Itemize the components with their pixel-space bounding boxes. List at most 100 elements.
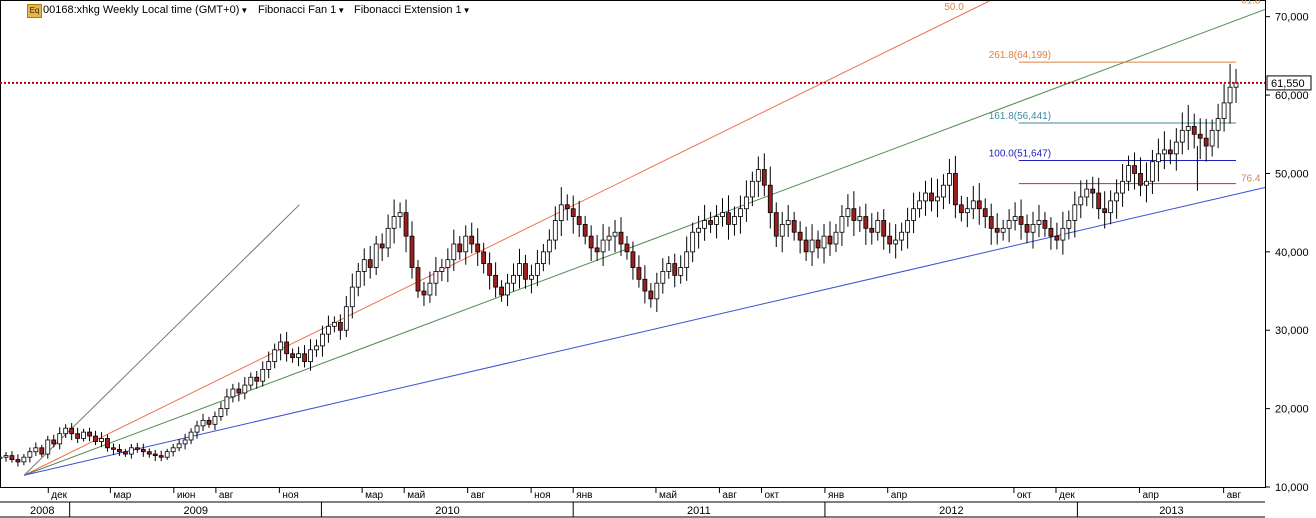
candle-body	[367, 259, 373, 268]
last-price-label: 61,550	[1271, 78, 1305, 90]
x-month-label: дек	[1059, 490, 1075, 501]
candle-body	[164, 451, 170, 458]
candle-body	[1197, 133, 1203, 139]
candle-body	[302, 353, 307, 362]
candle-body	[767, 184, 773, 214]
y-tick-label: 30,000	[1275, 325, 1309, 337]
candle-body	[87, 431, 92, 437]
candle-body	[1090, 188, 1096, 194]
candle-body	[654, 282, 660, 300]
candle-body	[170, 447, 176, 453]
x-month-label: янв	[576, 490, 592, 501]
candle-body	[1048, 227, 1054, 237]
candle-body	[863, 216, 869, 229]
candle-body	[857, 216, 863, 221]
x-month-label: июн	[177, 490, 196, 501]
candle-body	[1024, 224, 1030, 233]
candle-body	[188, 431, 194, 441]
app-logo-icon: Eq	[27, 4, 42, 18]
candle-body	[3, 455, 9, 458]
x-month-label: авг	[722, 490, 737, 501]
candle-body	[1066, 220, 1072, 229]
candle-body	[57, 433, 63, 445]
candle-body	[463, 235, 469, 253]
candle-body	[1209, 129, 1215, 147]
candle-body	[379, 243, 385, 249]
candle-body	[1012, 216, 1018, 221]
chevron-down-icon: ▼	[462, 6, 471, 15]
candle-body	[732, 216, 737, 225]
candle-body	[469, 235, 475, 245]
candle-body	[1150, 161, 1155, 182]
candle-body	[666, 263, 672, 272]
candle-body	[941, 184, 946, 198]
candle-body	[290, 353, 295, 359]
study-fib-fan[interactable]: Fibonacci Fan 1▼	[258, 2, 345, 18]
y-tick-label: 10,000	[1275, 482, 1309, 494]
candle-body	[588, 235, 594, 249]
candle-body	[558, 204, 564, 221]
candle-body	[236, 388, 242, 394]
candle-body	[600, 239, 606, 253]
study-fib-fan-text: Fibonacci Fan 1	[258, 4, 337, 16]
candle-body	[779, 224, 785, 237]
candle-body	[911, 208, 916, 221]
candle-body	[1084, 188, 1090, 198]
y-tick-label: 70,000	[1275, 12, 1309, 24]
fan-label: 61.8	[1241, 0, 1261, 6]
candle-body	[899, 231, 905, 241]
candle-body	[51, 439, 57, 445]
x-month-label: окт	[1017, 490, 1032, 501]
candle-body	[122, 451, 128, 455]
candle-body	[875, 220, 881, 233]
candle-body	[218, 408, 224, 417]
candle-body	[511, 274, 516, 284]
candle-body	[134, 447, 140, 450]
candle-body	[409, 235, 415, 268]
candle-body	[1215, 118, 1221, 131]
candle-body	[1179, 129, 1185, 143]
candle-body	[738, 208, 743, 217]
candle-body	[320, 333, 325, 347]
study-fib-extension[interactable]: Fibonacci Extension 1▼	[354, 2, 471, 18]
candle-body	[439, 267, 445, 272]
x-month-label: янв	[828, 490, 844, 501]
candle-body	[176, 443, 182, 449]
candle-body	[212, 416, 218, 425]
candle-body	[535, 263, 540, 276]
candle-body	[105, 437, 110, 449]
candle-body	[684, 251, 690, 268]
candle-body	[493, 274, 499, 288]
candle-body	[1114, 192, 1120, 202]
x-month-label: окт	[764, 490, 779, 501]
candle-body	[1132, 165, 1137, 174]
candle-body	[403, 212, 409, 237]
candle-body	[821, 235, 827, 249]
candle-body	[696, 227, 702, 233]
x-month-label: апр	[1142, 490, 1159, 501]
candle-body	[923, 192, 928, 202]
candle-body	[349, 286, 355, 308]
candle-body	[1000, 227, 1006, 233]
symbol-label-text: 00168:xhkg Weekly Local time (GMT+0)	[43, 4, 240, 16]
candle-body	[630, 251, 636, 268]
symbol-label[interactable]: 00168:xhkg Weekly Local time (GMT+0)▼	[43, 2, 248, 18]
candle-body	[206, 419, 212, 425]
fan-line-76-4	[24, 186, 1266, 476]
candle-body	[1072, 204, 1078, 221]
candle-body	[642, 278, 648, 292]
x-month-label: мар	[365, 490, 383, 501]
x-month-label: авг	[219, 490, 234, 501]
candle-body	[1078, 196, 1084, 206]
candle-body	[260, 369, 266, 382]
candle-body	[481, 251, 487, 264]
candle-body	[451, 243, 457, 261]
candle-body	[242, 384, 248, 394]
x-month-label: ноя	[534, 490, 551, 501]
candle-body	[9, 455, 15, 460]
x-year-label: 2013	[1159, 505, 1183, 517]
candle-body	[373, 243, 379, 268]
candle-body	[1120, 180, 1125, 194]
candle-body	[845, 208, 851, 217]
